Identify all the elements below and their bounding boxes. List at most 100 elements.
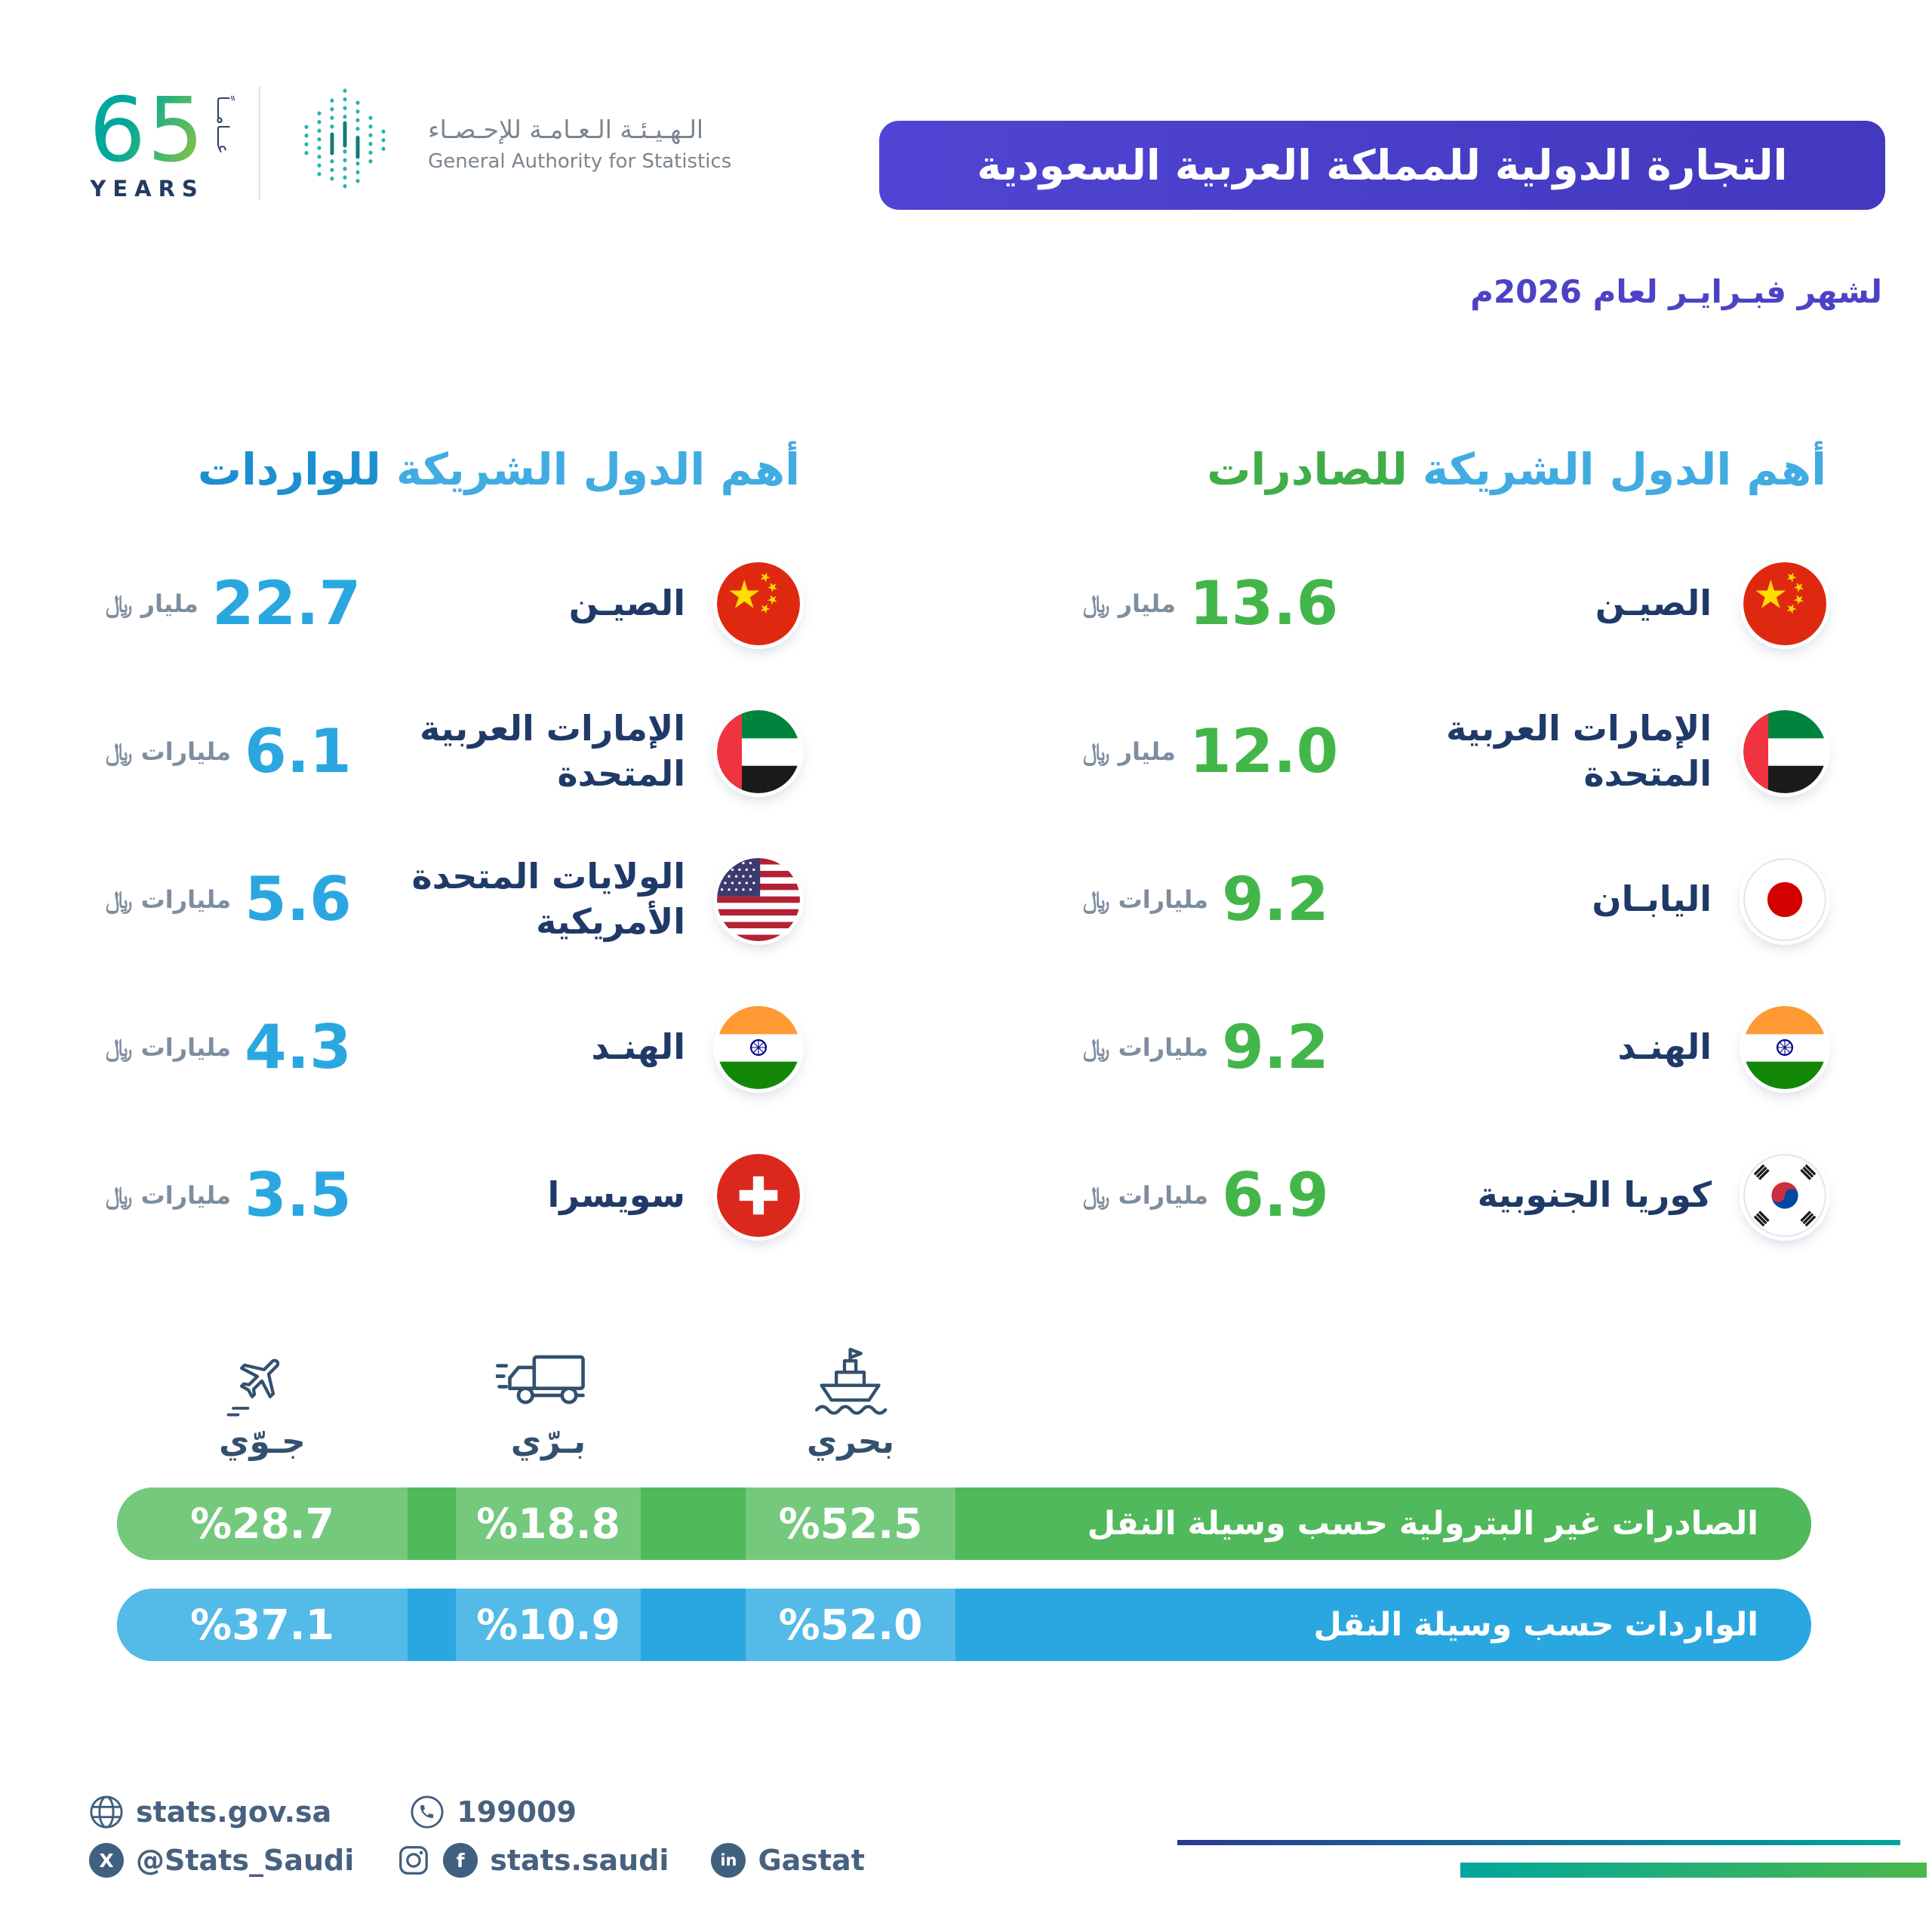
country-name: الصيـن: [568, 583, 685, 624]
export-row-japan: اليابـان 9.2 مليارات ﷼: [1083, 826, 1826, 974]
export-row-south-korea: كوريا الجنوبية 6.9 مليارات ﷼: [1083, 1121, 1826, 1269]
value-unit: مليارات ﷼: [106, 1180, 232, 1210]
export-value: 12.0: [1189, 716, 1339, 786]
imports-bar-label-rest: حسب وسيلة النقل: [1313, 1606, 1614, 1644]
bar-segment-sea: %52.0: [746, 1589, 955, 1661]
ship-icon: [815, 1347, 888, 1415]
exports-column: أهم الدول الشريكة للصادرات: [1083, 444, 1826, 1269]
bar-gap: [408, 1487, 456, 1560]
decorative-line-teal: [1177, 1840, 1900, 1845]
country-name: كوريا الجنوبية: [1477, 1174, 1712, 1216]
exports-land-share: %18.8: [476, 1500, 620, 1548]
imports-sea-share: %52.0: [778, 1601, 923, 1649]
gastat-logo-icon: [288, 82, 401, 205]
mode-air: جـوّي: [117, 1340, 408, 1461]
exports-air-share: %28.7: [190, 1500, 334, 1548]
mode-land-label: بـرّي: [510, 1423, 586, 1461]
value-unit: مليارات ﷼: [106, 884, 232, 914]
country-name: اليابـان: [1592, 878, 1712, 920]
bar-segment-land: %18.8: [456, 1487, 641, 1560]
exports-heading-accent: للصادرات: [1207, 444, 1407, 495]
export-row-uae: الإمارات العربية المتحدة 12.0 مليار ﷼: [1083, 678, 1826, 826]
import-value-group: 3.5 مليارات ﷼: [106, 1165, 362, 1226]
value-unit: مليار ﷼: [106, 589, 198, 618]
export-value-group: 9.2 مليارات ﷼: [1083, 869, 1340, 930]
import-value: 22.7: [211, 568, 361, 638]
import-value-group: 4.3 مليارات ﷼: [106, 1017, 362, 1078]
logo-divider: [259, 87, 261, 200]
country-name: سويسرا: [547, 1174, 685, 1216]
mode-land: بـرّي: [456, 1340, 641, 1461]
phone-text: 199009: [457, 1795, 577, 1829]
bar-segment-air: %28.7: [117, 1487, 408, 1560]
value-unit: مليارات ﷼: [1083, 884, 1209, 914]
website-text: stats.gov.sa: [136, 1795, 332, 1829]
flag-india-icon: [717, 1006, 800, 1089]
page-title: التجارة الدولية للمملكة العربية السعودية: [977, 141, 1788, 189]
globe-icon: [90, 1795, 123, 1829]
import-value-group: 22.7 مليار ﷼: [106, 574, 362, 634]
gastat-wordmark: الـهـيـئـة الـعـامـة للإحـصـاء General A…: [428, 115, 731, 173]
flag-uae-icon: [717, 710, 800, 793]
exports-transport-bar: %28.7 %18.8 %52.5 الصادرات غير البترولية…: [117, 1487, 1811, 1560]
import-value-group: 5.6 مليارات ﷼: [106, 869, 362, 930]
facebook-icon: f: [443, 1843, 478, 1878]
export-value: 6.9: [1222, 1160, 1329, 1230]
exports-bar-label-rest: غير البترولية حسب وسيلة النقل: [1087, 1505, 1601, 1543]
flag-south-korea-icon: [1743, 1154, 1826, 1237]
country-name: الهنـد: [1617, 1026, 1712, 1068]
country-name: الهنـد: [591, 1026, 685, 1068]
flag-india-icon: [1743, 1006, 1826, 1089]
value-unit: مليارات ﷼: [106, 1032, 232, 1062]
imports-transport-bar: %37.1 %10.9 %52.0 الواردات حسب وسيلة الن…: [117, 1589, 1811, 1661]
website-link[interactable]: stats.gov.sa: [89, 1795, 331, 1829]
import-row-switzerland: سويسرا 3.5 مليارات ﷼: [106, 1121, 800, 1269]
mode-sea: بحري: [746, 1340, 955, 1461]
imports-air-share: %37.1: [190, 1601, 334, 1649]
instagram-facebook-link[interactable]: f stats.saudi: [396, 1843, 669, 1878]
brand-header: 65 YEARS عـــامـــاً الـهـيـئـة الـعـامـ…: [89, 72, 731, 215]
transport-modes: جـوّي بـرّي: [117, 1340, 1811, 1487]
value-unit: مليارات ﷼: [1083, 1180, 1209, 1210]
imports-bar-label-strong: الواردات: [1624, 1606, 1758, 1644]
export-value-group: 12.0 مليار ﷼: [1083, 721, 1340, 782]
value-unit: مليارات ﷼: [106, 737, 232, 766]
exports-bar-label-strong: الصادرات: [1611, 1505, 1758, 1543]
bar-segment-sea: %52.5: [746, 1487, 955, 1560]
import-value-group: 6.1 مليارات ﷼: [106, 721, 362, 782]
transport-section: جـوّي بـرّي: [117, 1340, 1811, 1690]
linkedin-link[interactable]: in Gastat: [711, 1843, 865, 1878]
social-handle-text: stats.saudi: [490, 1844, 669, 1877]
country-name: الإمارات العربية المتحدة: [420, 708, 685, 794]
value-unit: مليار ﷼: [1083, 737, 1176, 766]
value-unit: مليارات ﷼: [1083, 1032, 1209, 1062]
period-subtitle: لشهر فبـرايـر لعام 2026م: [1470, 273, 1882, 310]
imports-heading: أهم الدول الشريكة للواردات: [106, 444, 800, 495]
flag-japan-icon: [1743, 858, 1826, 941]
import-value: 6.1: [245, 716, 352, 786]
import-row-usa: الولايات المتحدة الأمريكية 5.6 مليارات ﷼: [106, 826, 800, 974]
import-value: 3.5: [245, 1160, 352, 1230]
truck-icon: [496, 1355, 586, 1404]
instagram-icon: [399, 1846, 429, 1875]
exports-heading: أهم الدول الشريكة للصادرات: [1083, 444, 1826, 495]
mode-sea-label: بحري: [807, 1423, 894, 1461]
export-row-china: الصيـن 13.6 مليار ﷼: [1083, 530, 1826, 678]
bar-segment-air: %37.1: [117, 1589, 408, 1661]
anniversary-65-logo: 65 YEARS عـــامـــاً: [89, 85, 232, 202]
exports-heading-main: أهم الدول الشريكة: [1423, 444, 1826, 495]
decorative-line-green: [1460, 1863, 1927, 1878]
linkedin-icon: in: [711, 1843, 746, 1878]
anniversary-years-label: YEARS: [90, 176, 205, 202]
country-name: الولايات المتحدة الأمريكية: [411, 856, 685, 942]
exports-sea-share: %52.5: [778, 1500, 923, 1548]
plane-icon: [226, 1358, 279, 1417]
export-value: 9.2: [1222, 864, 1329, 934]
country-name: الصيـن: [1595, 583, 1712, 624]
flag-uae-icon: [1743, 710, 1826, 793]
mode-air-label: جـوّي: [219, 1423, 306, 1461]
partner-columns: أهم الدول الشريكة للصادرات: [106, 444, 1826, 1269]
x-link[interactable]: X @Stats_Saudi: [89, 1843, 354, 1878]
phone-link[interactable]: 199009: [410, 1795, 577, 1829]
